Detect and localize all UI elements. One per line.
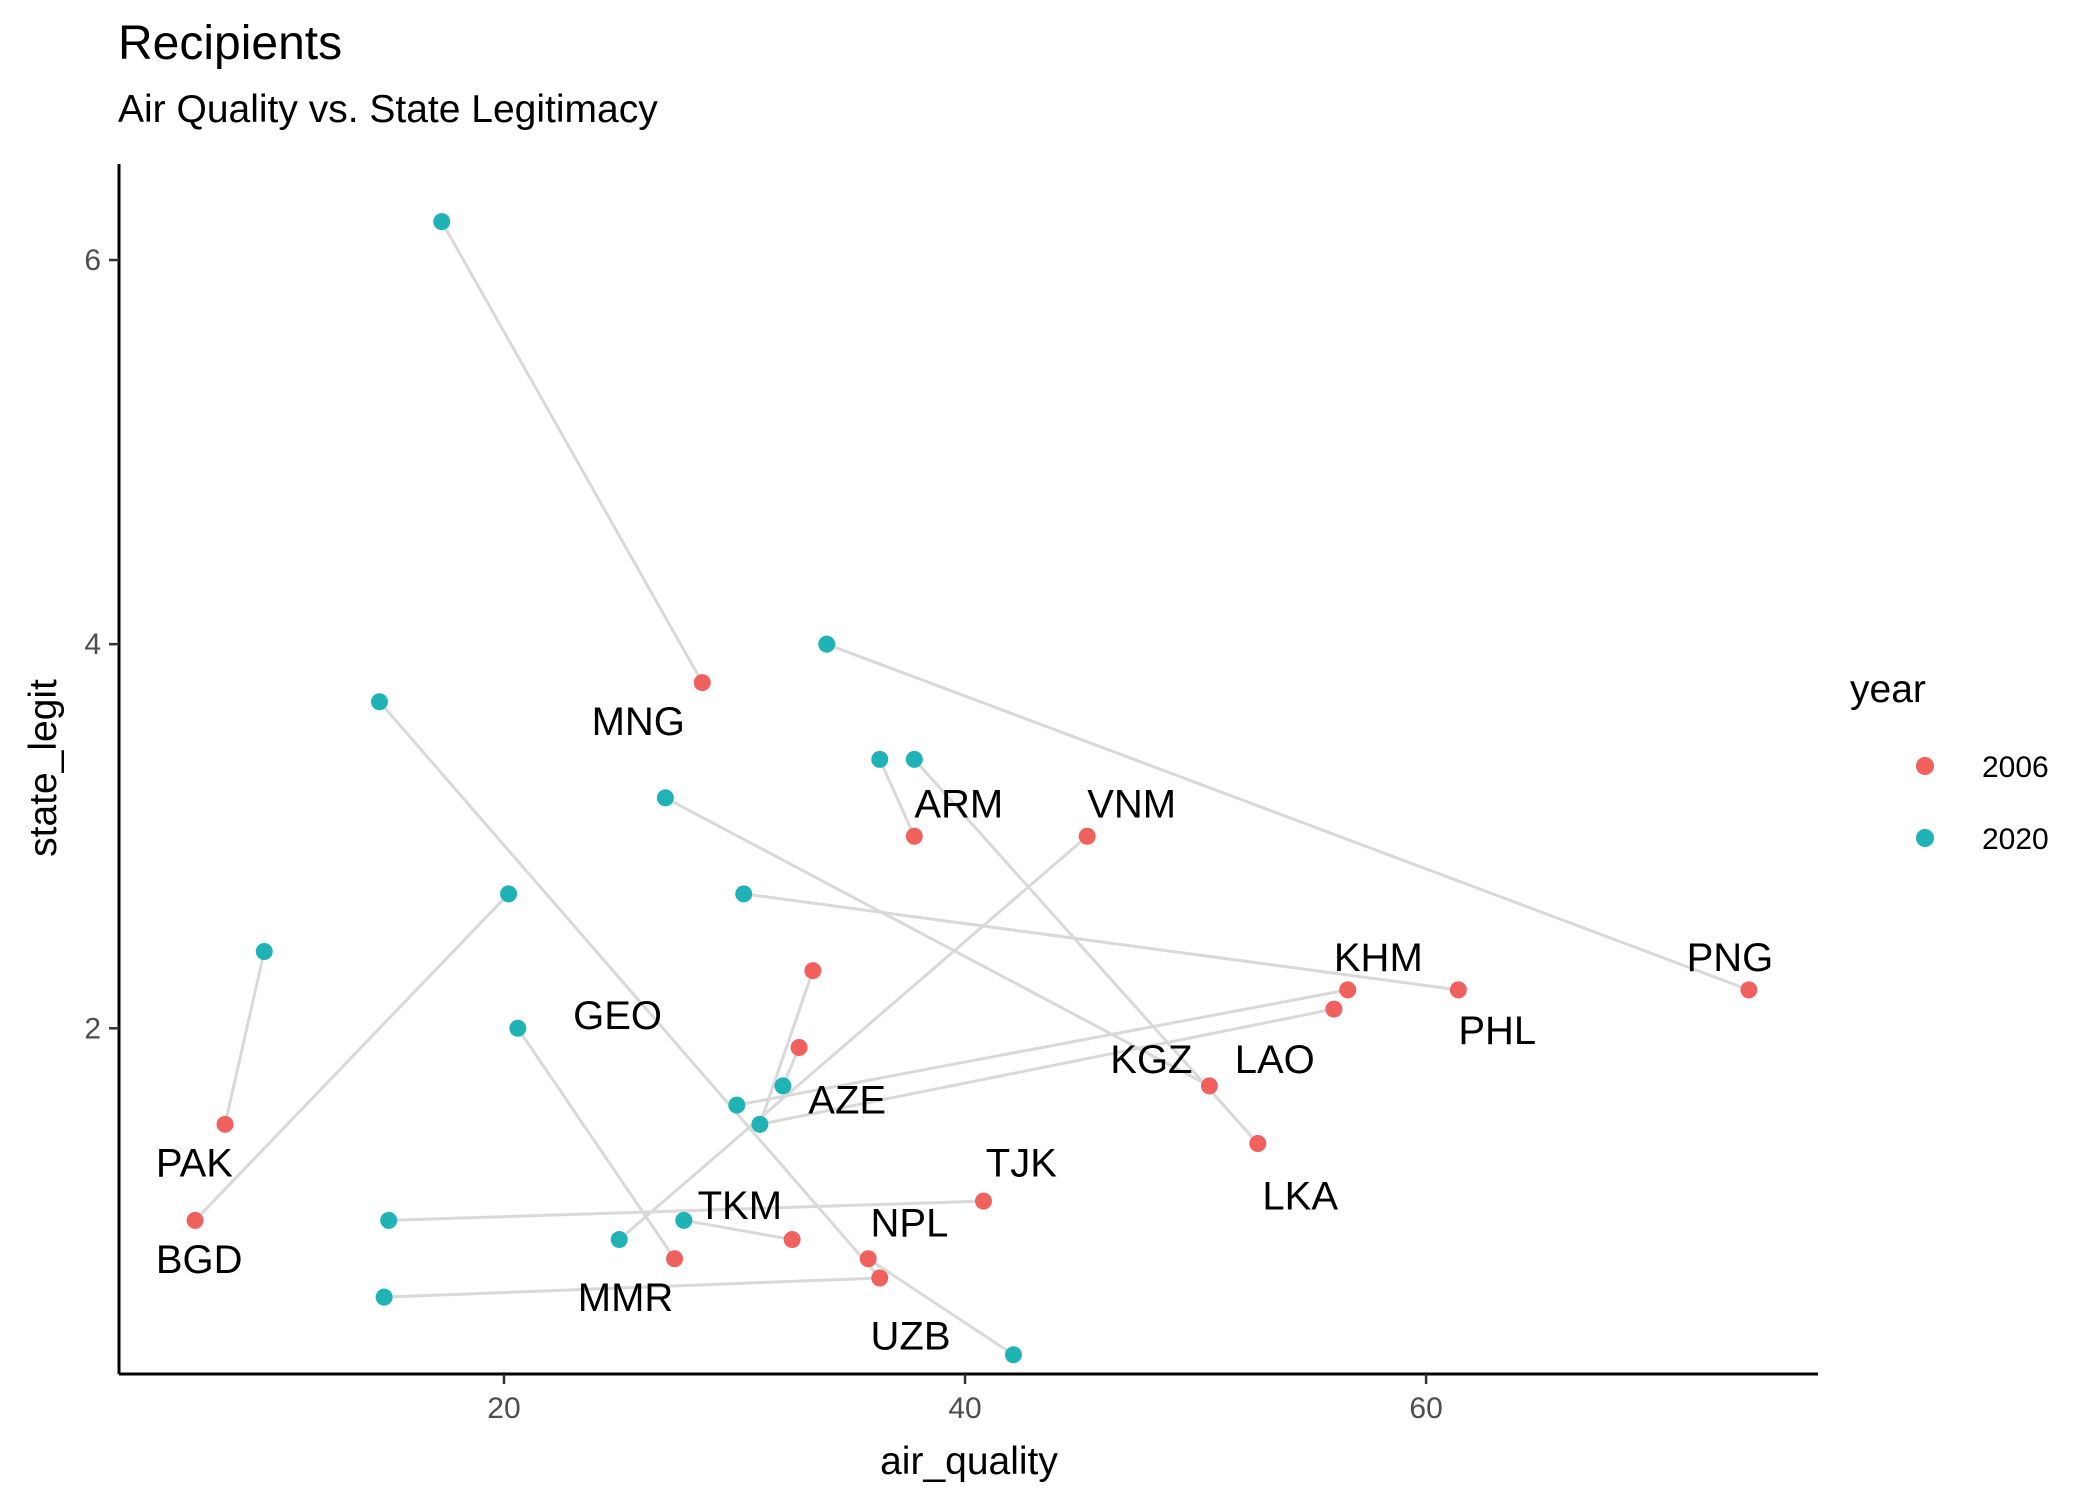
- y-tick-label: 4: [84, 628, 101, 661]
- point-2006: [905, 827, 923, 845]
- point-2020: [735, 885, 753, 903]
- x-tick-label: 40: [948, 1392, 981, 1425]
- point-2006: [783, 1231, 801, 1249]
- connector-line: [440, 220, 704, 684]
- point-label: BGD: [156, 1238, 243, 1282]
- chart-subtitle: Air Quality vs. State Legitimacy: [118, 88, 658, 131]
- point-2006: [693, 674, 711, 692]
- y-tick-label: 2: [84, 1012, 101, 1045]
- point-label: KHM: [1334, 936, 1423, 980]
- point-label: PNG: [1687, 936, 1774, 980]
- point-2006: [804, 962, 822, 980]
- point-labels: MNG ARM VNM KHM PNG PHL GEO KGZ LAO AZE LKA PAK TJK T…: [156, 700, 1773, 1359]
- point-2020: [905, 750, 923, 768]
- connector-lines: [193, 220, 1750, 1357]
- point-2020: [1004, 1346, 1022, 1364]
- point-2006: [790, 1038, 808, 1056]
- point-label: PAK: [156, 1142, 233, 1186]
- point-label: LKA: [1262, 1174, 1338, 1218]
- connector-line: [664, 796, 1211, 1088]
- connector-line: [388, 1199, 984, 1222]
- point-2006: [974, 1192, 992, 1210]
- legend-key-2006: [1916, 757, 1934, 775]
- point-label: NPL: [871, 1201, 949, 1245]
- point-2006: [666, 1250, 684, 1268]
- point-2020: [509, 1019, 527, 1037]
- x-ticks: 20 40 60: [487, 1374, 1443, 1425]
- point-2006: [1078, 827, 1096, 845]
- x-tick-label: 60: [1409, 1392, 1442, 1425]
- data-points: [186, 213, 1758, 1364]
- point-2020: [656, 789, 674, 807]
- point-label: UZB: [871, 1315, 951, 1359]
- connector-line: [378, 700, 881, 1279]
- point-2006: [1449, 981, 1467, 999]
- point-2020: [871, 750, 889, 768]
- point-2020: [380, 1211, 398, 1229]
- connector-line: [826, 642, 1750, 992]
- point-label: MNG: [592, 700, 685, 744]
- y-tick-label: 6: [84, 244, 101, 277]
- legend-label-2020: 2020: [1982, 823, 2049, 856]
- point-2020: [500, 885, 518, 903]
- point-label: TJK: [986, 1142, 1057, 1186]
- chart-title: Recipients: [118, 17, 343, 70]
- legend-label-2006: 2006: [1982, 751, 2049, 784]
- x-axis-title: air_quality: [880, 1440, 1058, 1483]
- point-label: KGZ: [1110, 1038, 1192, 1082]
- connector-line: [867, 1257, 1015, 1357]
- connector-line: [516, 1027, 676, 1260]
- point-label: MMR: [578, 1276, 674, 1320]
- point-2006: [859, 1250, 877, 1268]
- connector-line: [683, 1218, 793, 1242]
- point-2006: [1325, 1000, 1343, 1018]
- connector-line: [759, 1007, 1335, 1126]
- point-2020: [751, 1115, 769, 1133]
- point-2020: [728, 1096, 746, 1114]
- point-2020: [774, 1077, 792, 1095]
- connector-line: [193, 892, 510, 1222]
- point-2020: [610, 1231, 628, 1249]
- point-2006: [1740, 981, 1758, 999]
- connector-line: [384, 1276, 880, 1299]
- point-label: ARM: [914, 783, 1003, 827]
- point-label: AZE: [808, 1078, 886, 1122]
- point-2020: [255, 942, 273, 960]
- point-2006: [871, 1269, 889, 1287]
- x-tick-label: 20: [487, 1392, 520, 1425]
- connector-line: [743, 892, 1459, 992]
- point-2006: [1249, 1135, 1267, 1153]
- point-2006: [186, 1211, 204, 1229]
- legend-title: year: [1850, 668, 1926, 711]
- point-2006: [1339, 981, 1357, 999]
- point-2020: [675, 1211, 693, 1229]
- legend-key-2020: [1916, 829, 1934, 847]
- point-2020: [375, 1288, 393, 1306]
- point-label: GEO: [573, 994, 662, 1038]
- connector-line: [913, 758, 1259, 1145]
- point-2020: [370, 693, 388, 711]
- point-2006: [216, 1115, 234, 1133]
- connector-line: [223, 951, 266, 1125]
- point-2020: [818, 635, 836, 653]
- connector-line: [618, 835, 1089, 1241]
- y-ticks: 2 4 6: [84, 244, 119, 1045]
- point-label: TKM: [698, 1184, 782, 1228]
- point-2020: [433, 213, 451, 231]
- connector-line: [878, 758, 916, 837]
- point-label: VNM: [1087, 783, 1176, 827]
- axes: 20 40 60 2 4 6 air_quality state_legit: [22, 164, 1818, 1483]
- legend: year 2006 2020: [1850, 668, 2049, 856]
- connector-line: [736, 988, 1348, 1107]
- point-label: LAO: [1235, 1038, 1315, 1082]
- point-2006: [1200, 1077, 1218, 1095]
- y-axis-title: state_legit: [22, 679, 65, 857]
- point-label: PHL: [1458, 1009, 1536, 1053]
